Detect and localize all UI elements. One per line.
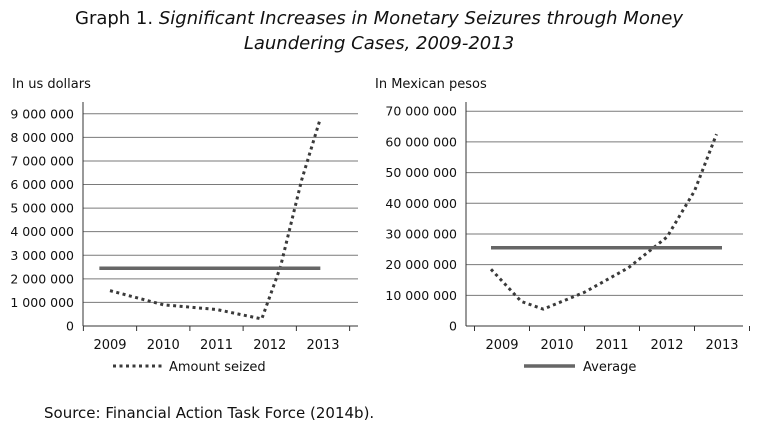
y-axis-label: In Mexican pesos [375, 77, 487, 92]
title-prefix: Graph 1. [75, 8, 154, 29]
x-tick-label: 2009 [93, 338, 126, 353]
y-tick-label: 50 000 000 [385, 165, 457, 180]
x-tick-label: 2009 [485, 338, 518, 353]
y-tick-label: 9 000 000 [10, 106, 74, 121]
series-line-dotted [489, 133, 718, 311]
y-axis-label: In us dollars [12, 77, 91, 92]
y-tick-label: 1 000 000 [10, 295, 74, 310]
x-tick-label: 2011 [200, 338, 233, 353]
x-tick-label: 2013 [306, 338, 339, 353]
legend-label: Amount seized [169, 360, 266, 375]
y-tick-label: 20 000 000 [385, 257, 457, 272]
y-tick-label: 40 000 000 [385, 196, 457, 211]
x-tick-label: 2012 [650, 338, 683, 353]
y-tick-label: 6 000 000 [10, 177, 74, 192]
x-tick-label: 2012 [253, 338, 286, 353]
y-tick-label: 10 000 000 [385, 288, 457, 303]
y-tick-label: 70 000 000 [385, 104, 457, 119]
y-tick-label: 30 000 000 [385, 226, 457, 241]
y-tick-label: 5 000 000 [10, 201, 74, 216]
y-tick-label: 4 000 000 [10, 224, 74, 239]
x-tick-label: 2013 [705, 338, 738, 353]
y-tick-label: 3 000 000 [10, 248, 74, 263]
source-note: Source: Financial Action Task Force (201… [44, 404, 375, 422]
series-line-dotted [109, 118, 322, 321]
x-tick-label: 2011 [595, 338, 628, 353]
y-tick-label: 0 [449, 319, 457, 334]
y-tick-label: 0 [66, 319, 74, 334]
y-tick-label: 2 000 000 [10, 271, 74, 286]
figure-title: Graph 1. Significant Increases in Moneta… [0, 6, 758, 56]
title-line-2: Laundering Cases, 2009-2013 [243, 33, 515, 54]
y-tick-label: 8 000 000 [10, 130, 74, 145]
title-line-1: Graph 1. Significant Increases in Moneta… [0, 6, 758, 31]
y-tick-label: 7 000 000 [10, 153, 74, 168]
x-tick-label: 2010 [540, 338, 573, 353]
x-tick-label: 2010 [147, 338, 180, 353]
y-tick-label: 60 000 000 [385, 134, 457, 149]
title-italic-1: Significant Increases in Monetary Seizur… [158, 8, 683, 29]
legend-label: Average [583, 360, 636, 375]
